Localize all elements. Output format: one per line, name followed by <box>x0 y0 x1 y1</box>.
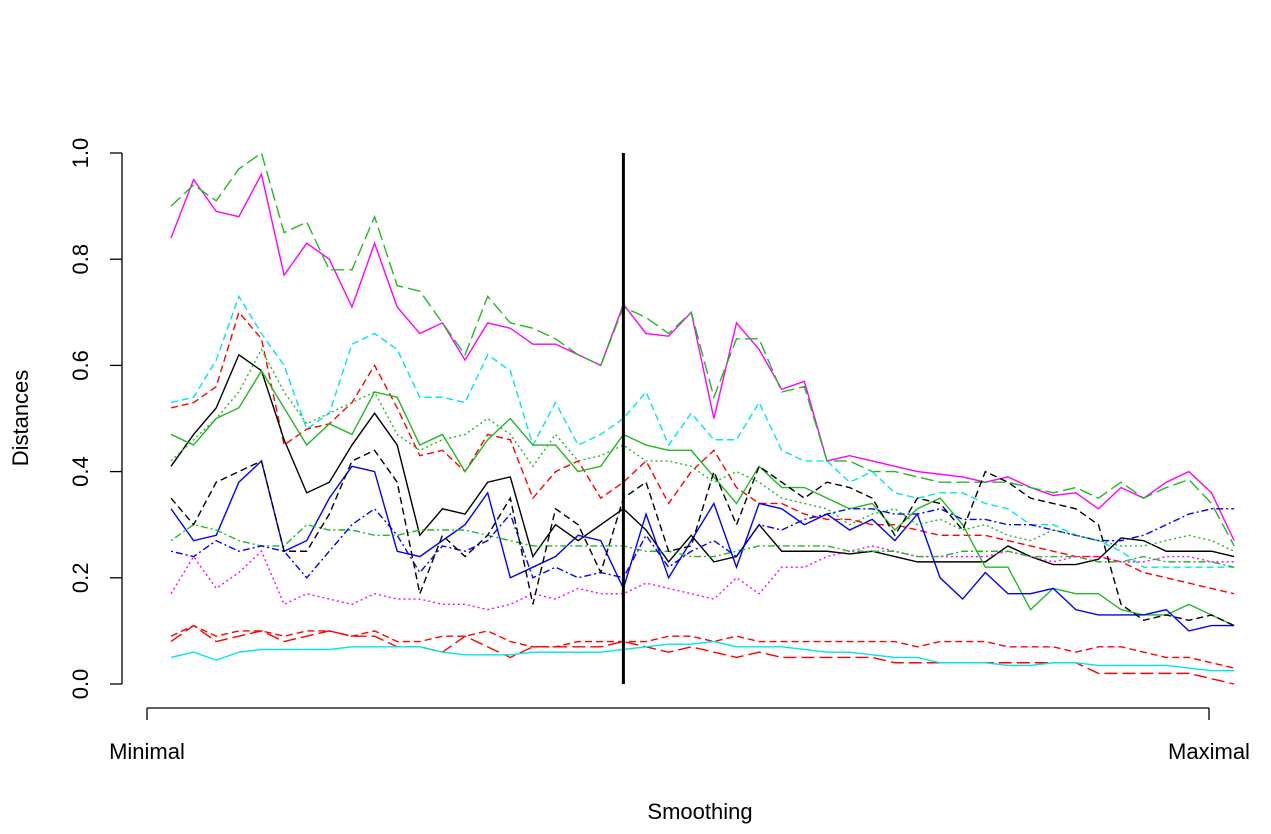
series-line <box>170 294 1235 568</box>
series-line <box>170 449 1235 627</box>
series-line <box>170 624 1235 669</box>
series-line <box>170 347 1235 552</box>
series-line <box>170 523 1235 568</box>
series-line <box>170 369 1235 627</box>
series-line <box>170 151 1235 547</box>
series-line <box>170 507 1235 579</box>
y-tick-label: 0.8 <box>68 244 93 275</box>
y-tick-label: 1.0 <box>68 138 93 169</box>
x-axis-label: Smoothing <box>647 799 752 824</box>
y-tick-label: 0.6 <box>68 350 93 381</box>
y-axis-label: Distances <box>8 370 33 467</box>
y-tick-label: 0.4 <box>68 456 93 487</box>
series-line <box>170 640 1235 672</box>
series-line <box>170 353 1235 566</box>
series-line <box>170 624 1235 685</box>
series-line <box>170 545 1235 611</box>
series-line <box>170 172 1235 541</box>
y-tick-label: 0.0 <box>68 669 93 700</box>
x-tick-label: Maximal <box>1168 739 1250 764</box>
series-line <box>170 310 1235 595</box>
x-tick-label: Minimal <box>109 739 185 764</box>
series-line <box>170 459 1235 632</box>
y-tick-label: 0.2 <box>68 563 93 594</box>
